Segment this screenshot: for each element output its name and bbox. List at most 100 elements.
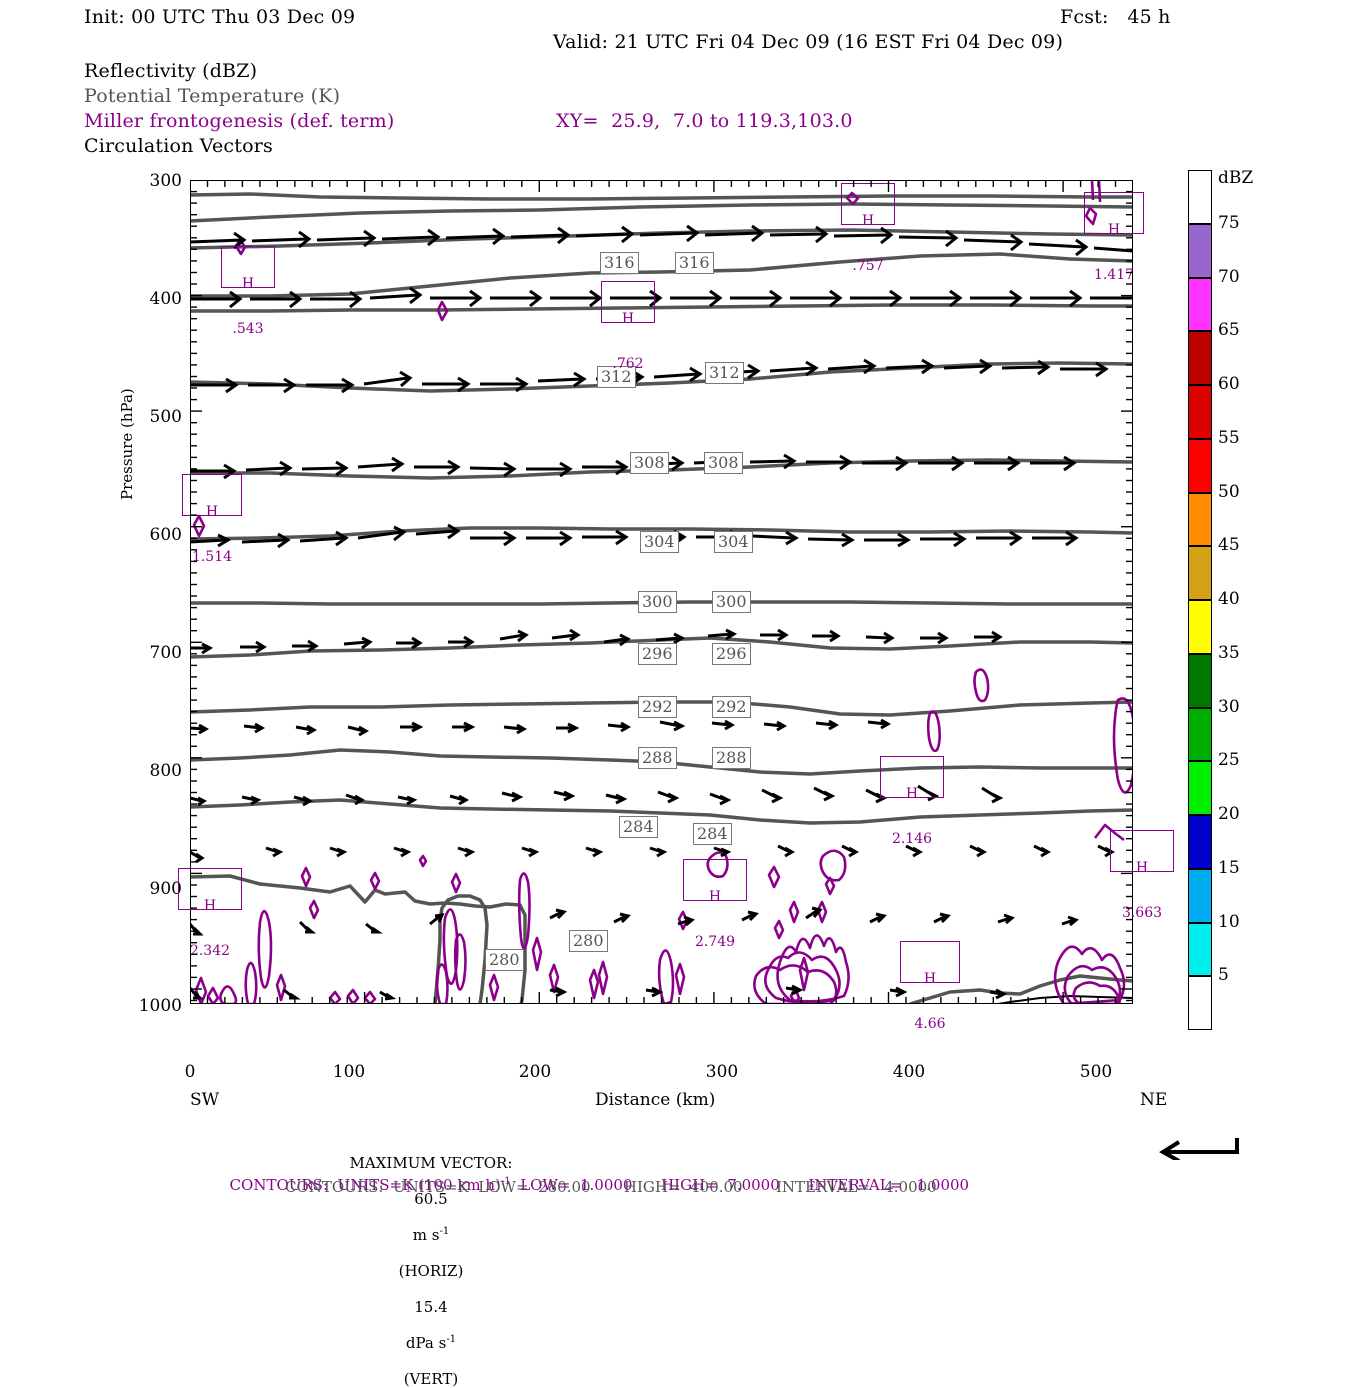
colorbar-tick-label: 15 — [1218, 857, 1240, 878]
colorbar-tick-label: 40 — [1218, 589, 1240, 609]
field-theta-label: Potential Temperature (K) — [84, 85, 341, 107]
colorbar-cell — [1188, 277, 1212, 332]
colorbar-tick-label: 35 — [1218, 642, 1240, 663]
theta-label: 292 — [712, 696, 751, 718]
theta-label: 296 — [638, 643, 677, 665]
colorbar-tick-label: 70 — [1218, 266, 1240, 287]
y-tick-label: 600 — [149, 525, 182, 545]
max-vector-vert-units: dPa s — [405, 1334, 447, 1352]
h-value: 2.749 — [694, 934, 736, 950]
colorbar-tick-label: 20 — [1218, 804, 1240, 824]
h-marker: H — [621, 311, 635, 327]
cross-section-plot[interactable]: 316 316 312 312 308 308 304 304 300 300 … — [178, 180, 1174, 1032]
frontogenesis-max-box: H 2.749 — [683, 859, 747, 950]
colorbar-cell — [1188, 438, 1212, 493]
colorbar-cell — [1188, 546, 1212, 600]
colorbar-tick-label: 55 — [1218, 427, 1240, 448]
h-value: 4.66 — [914, 1016, 946, 1032]
theta-label: 292 — [638, 696, 677, 718]
h-marker: H — [905, 786, 919, 802]
valid-time-label: Valid: 21 UTC Fri 04 Dec 09 (16 EST Fri … — [553, 31, 1064, 53]
h-value: .762 — [612, 356, 644, 372]
h-marker: H — [1107, 222, 1121, 238]
frontogenesis-max-box: H .762 — [601, 281, 655, 372]
max-vector-horiz-units: m s — [412, 1226, 440, 1244]
h-value: .757 — [852, 258, 884, 274]
reference-vector-icon — [1159, 1138, 1239, 1160]
frontogenesis-max-box: H 3.663 — [1110, 830, 1174, 921]
max-vector-vert-exponent: -1 — [446, 1334, 457, 1345]
theta-label: 304 — [640, 531, 679, 553]
frontogenesis-contour-range: LOW= 1.0000 HIGH= 7.0000 INTERVAL= 1.000… — [510, 1176, 970, 1194]
theta-label: 308 — [630, 452, 669, 474]
h-marker: H — [205, 504, 219, 520]
colorbar-cell — [1188, 600, 1212, 654]
theta-label: 316 — [675, 252, 714, 274]
theta-label: 280 — [485, 949, 524, 971]
reflectivity-colorbar[interactable] — [1188, 170, 1212, 1030]
colorbar-tick-label: 5 — [1218, 965, 1229, 986]
frontogenesis-contour-info: CONTOURS: UNITS=K (100 km h)-1 LOW= 1.00… — [220, 1158, 970, 1194]
xy-extent-label: XY= 25.9, 7.0 to 119.3,103.0 — [556, 110, 853, 132]
colorbar-cell — [1188, 385, 1212, 439]
colorbar-tick-label: 65 — [1218, 320, 1240, 341]
colorbar-cell — [1188, 170, 1212, 224]
x-tick-label: 500 — [1079, 1062, 1113, 1082]
theta-label: 316 — [600, 252, 639, 274]
circulation-vectors — [190, 224, 1133, 1001]
colorbar-tick-label: 25 — [1218, 750, 1240, 771]
frontogenesis-units-exponent: -1 — [500, 1176, 511, 1187]
frontogenesis-max-box: H .543 — [221, 246, 275, 337]
colorbar-cell — [1188, 976, 1212, 1030]
theta-label: 308 — [704, 452, 743, 474]
h-value: .543 — [232, 321, 264, 337]
forecast-hour-label: Fcst: 45 h — [1060, 6, 1171, 28]
h-marker: H — [1135, 860, 1149, 876]
theta-label: 280 — [569, 930, 608, 952]
x-tick-label: 400 — [892, 1062, 926, 1082]
theta-label: 284 — [619, 816, 658, 838]
max-vector-label: MAXIMUM VECTOR: — [349, 1154, 513, 1172]
theta-label: 312 — [597, 366, 636, 388]
x-tick-label: 0 — [184, 1062, 196, 1082]
axis-ticks — [190, 180, 1133, 1004]
h-marker: H — [861, 213, 875, 229]
plot-canvas — [190, 180, 1133, 1004]
h-marker: H — [708, 889, 722, 905]
colorbar-cell — [1188, 492, 1212, 547]
h-value: 2.342 — [189, 943, 231, 959]
frontogenesis-contour-units: CONTOURS: UNITS=K (100 km h) — [229, 1176, 501, 1194]
x-tick-label: 300 — [705, 1062, 739, 1082]
frontogenesis-max-box: H 2.342 — [178, 868, 242, 959]
field-reflectivity-label: Reflectivity (dBZ) — [84, 60, 258, 82]
max-vector-vert-value: 15.4 — [414, 1298, 448, 1316]
y-tick-label: 400 — [149, 289, 182, 309]
colorbar-cell — [1188, 922, 1212, 977]
theta-contour-info: CONTOURS: UNITS=K LOW= 280.00 HIGH= 400.… — [285, 1178, 937, 1196]
theta-label: 288 — [638, 747, 677, 769]
y-tick-label: 900 — [149, 879, 182, 899]
colorbar-title: dBZ — [1218, 168, 1254, 188]
max-vector-vert-tag: (VERT) — [403, 1370, 459, 1388]
init-time-label: Init: 00 UTC Thu 03 Dec 09 — [84, 6, 356, 28]
y-tick-label: 700 — [149, 643, 182, 663]
colorbar-cell — [1188, 815, 1212, 869]
h-marker: H — [241, 276, 255, 292]
y-tick-label: 300 — [149, 171, 182, 191]
theta-label: 284 — [693, 823, 732, 845]
colorbar-tick-label: 75 — [1218, 212, 1240, 233]
colorbar-tick-label: 60 — [1218, 374, 1240, 394]
colorbar-cell — [1188, 653, 1212, 708]
x-tick-label: 100 — [332, 1062, 366, 1082]
x-axis-end-label: NE — [1140, 1090, 1168, 1110]
y-tick-label: 500 — [149, 407, 182, 427]
frontogenesis-max-box: H 4.66 — [900, 941, 960, 1032]
y-tick-label: 800 — [149, 761, 182, 781]
theta-label: 300 — [712, 591, 751, 613]
h-value: 2.146 — [891, 831, 933, 847]
max-vector-horiz-tag: (HORIZ) — [398, 1262, 464, 1280]
theta-label: 304 — [714, 531, 753, 553]
field-vectors-label: Circulation Vectors — [84, 135, 273, 157]
theta-label: 300 — [638, 591, 677, 613]
max-vector-horiz-exponent: -1 — [439, 1226, 450, 1237]
